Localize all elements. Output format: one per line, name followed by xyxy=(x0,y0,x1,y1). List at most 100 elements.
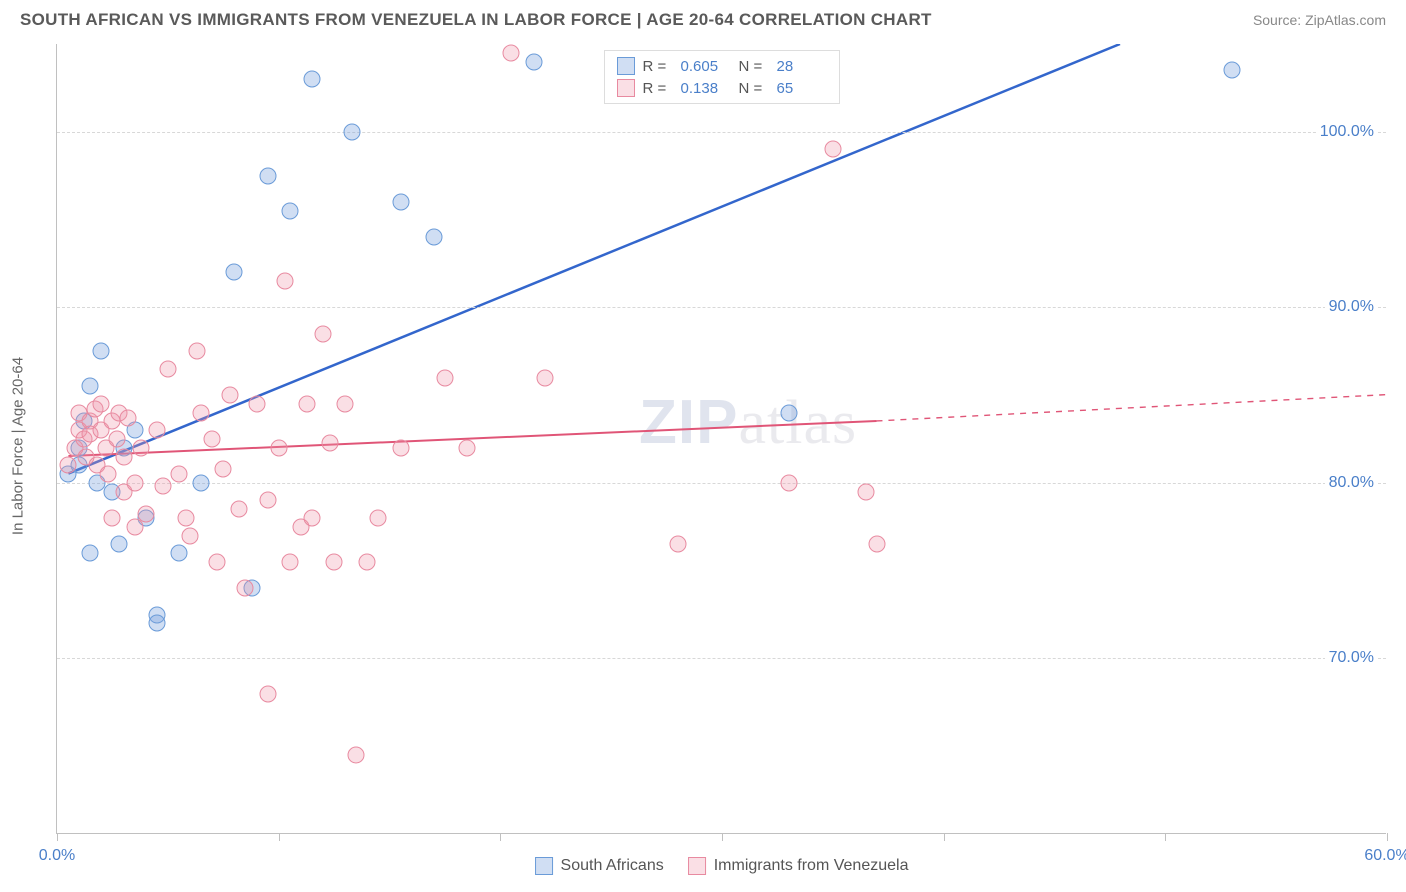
data-point xyxy=(503,44,520,61)
data-point xyxy=(170,466,187,483)
r-label: R = xyxy=(643,80,673,97)
x-tick xyxy=(57,833,58,841)
gridline-h xyxy=(57,483,1386,484)
n-label: N = xyxy=(739,58,769,75)
n-label: N = xyxy=(739,80,769,97)
data-point xyxy=(348,747,365,764)
data-point xyxy=(148,422,165,439)
r-label: R = xyxy=(643,58,673,75)
y-tick-label: 90.0% xyxy=(1325,298,1378,316)
data-point xyxy=(1223,62,1240,79)
data-point xyxy=(277,273,294,290)
chart-plot-area: ZIPatlas R = 0.605 N = 28 R = 0.138 N = … xyxy=(56,44,1386,834)
data-point xyxy=(326,553,343,570)
data-point xyxy=(204,431,221,448)
data-point xyxy=(259,685,276,702)
data-point xyxy=(208,553,225,570)
x-tick xyxy=(500,833,501,841)
data-point xyxy=(221,387,238,404)
data-point xyxy=(155,478,172,495)
data-point xyxy=(281,202,298,219)
data-point xyxy=(669,536,686,553)
x-tick-label: 0.0% xyxy=(39,847,75,865)
data-point xyxy=(299,395,316,412)
data-point xyxy=(281,553,298,570)
data-point xyxy=(126,474,143,491)
data-point xyxy=(858,483,875,500)
data-point xyxy=(259,167,276,184)
data-point xyxy=(259,492,276,509)
y-tick-label: 80.0% xyxy=(1325,474,1378,492)
data-point xyxy=(99,466,116,483)
y-tick-label: 70.0% xyxy=(1325,649,1378,667)
data-point xyxy=(230,501,247,518)
watermark: ZIPatlas xyxy=(639,387,857,459)
legend-series-label: South Africans xyxy=(561,857,664,875)
series-legend: South Africans Immigrants from Venezuela xyxy=(535,857,909,875)
data-point xyxy=(108,431,125,448)
x-tick xyxy=(279,833,280,841)
data-point xyxy=(119,409,136,426)
data-point xyxy=(780,404,797,421)
legend-correlation-row: R = 0.605 N = 28 xyxy=(617,55,827,77)
data-point xyxy=(115,448,132,465)
legend-swatch xyxy=(535,857,553,875)
gridline-h xyxy=(57,132,1386,133)
gridline-h xyxy=(57,307,1386,308)
data-point xyxy=(824,141,841,158)
data-point xyxy=(359,553,376,570)
r-value: 0.138 xyxy=(681,80,731,97)
data-point xyxy=(182,527,199,544)
data-point xyxy=(303,71,320,88)
data-point xyxy=(177,510,194,527)
n-value: 65 xyxy=(777,80,827,97)
legend-correlation-row: R = 0.138 N = 65 xyxy=(617,77,827,99)
data-point xyxy=(425,229,442,246)
data-point xyxy=(148,615,165,632)
data-point xyxy=(869,536,886,553)
r-value: 0.605 xyxy=(681,58,731,75)
legend-swatch xyxy=(617,57,635,75)
data-point xyxy=(337,395,354,412)
source-label: Source: ZipAtlas.com xyxy=(1253,12,1386,28)
data-point xyxy=(237,580,254,597)
x-tick xyxy=(1165,833,1166,841)
data-point xyxy=(536,369,553,386)
data-point xyxy=(436,369,453,386)
data-point xyxy=(459,439,476,456)
data-point xyxy=(215,460,232,477)
data-point xyxy=(392,439,409,456)
data-point xyxy=(82,378,99,395)
data-point xyxy=(193,404,210,421)
data-point xyxy=(104,510,121,527)
data-point xyxy=(170,545,187,562)
data-point xyxy=(525,53,542,70)
data-point xyxy=(159,360,176,377)
x-tick xyxy=(722,833,723,841)
data-point xyxy=(780,474,797,491)
data-point xyxy=(392,194,409,211)
x-tick xyxy=(1387,833,1388,841)
data-point xyxy=(303,510,320,527)
x-tick-label: 60.0% xyxy=(1364,847,1406,865)
data-point xyxy=(60,457,77,474)
legend-swatch xyxy=(617,79,635,97)
data-point xyxy=(343,123,360,140)
data-point xyxy=(226,264,243,281)
data-point xyxy=(137,506,154,523)
data-point xyxy=(315,325,332,342)
legend-series-label: Immigrants from Venezuela xyxy=(714,857,909,875)
data-point xyxy=(193,474,210,491)
data-point xyxy=(133,439,150,456)
y-axis-label: In Labor Force | Age 20-64 xyxy=(10,357,27,535)
trend-lines-svg xyxy=(57,44,1386,833)
data-point xyxy=(321,434,338,451)
data-point xyxy=(270,439,287,456)
legend-series-item: Immigrants from Venezuela xyxy=(688,857,909,875)
n-value: 28 xyxy=(777,58,827,75)
data-point xyxy=(93,343,110,360)
data-point xyxy=(188,343,205,360)
data-point xyxy=(111,536,128,553)
data-point xyxy=(370,510,387,527)
gridline-h xyxy=(57,658,1386,659)
